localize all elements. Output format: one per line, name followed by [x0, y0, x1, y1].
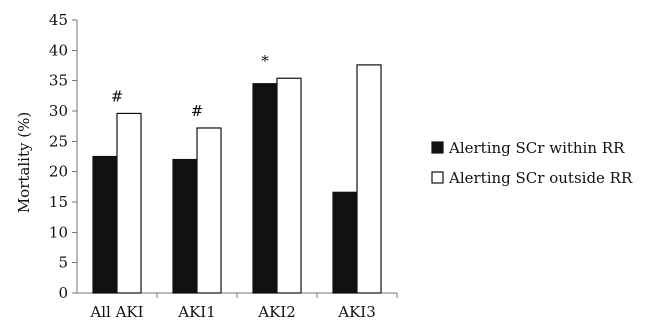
- y-axis-title: Mortality (%): [15, 112, 33, 213]
- significance-annotations: # # *: [111, 52, 270, 120]
- x-category-label: AKI3: [337, 303, 376, 321]
- x-category-label: AKI1: [177, 303, 216, 321]
- x-category-label: All AKI: [89, 303, 143, 321]
- bar-outside-rr-aki2: [276, 77, 302, 294]
- legend-label: Alerting SCr outside RR: [448, 169, 633, 187]
- y-tick-label: 20: [49, 163, 68, 181]
- legend-swatch: [431, 171, 444, 184]
- y-tick-label: 35: [49, 72, 68, 90]
- bar-outside-rr-aki3: [356, 64, 382, 294]
- y-tick-label: 0: [58, 284, 68, 302]
- y-tick-label: 15: [49, 193, 68, 211]
- bar-within-rr-aki3: [332, 191, 358, 294]
- legend: Alerting SCr within RR Alerting SCr outsi…: [431, 139, 633, 187]
- y-tick-label: 45: [49, 11, 68, 29]
- y-tick-label: 30: [49, 102, 68, 120]
- x-category-label: AKI2: [257, 303, 296, 321]
- y-axis-title-group: Mortality (%): [15, 112, 33, 213]
- y-axis-ticks: 0 5 10 15 20 25 30 35 40 45: [49, 11, 77, 302]
- bar-within-rr-aki2: [252, 83, 278, 294]
- bar-outside-rr-all-aki: [116, 112, 142, 294]
- bar-outside-rr-aki1: [196, 127, 222, 294]
- legend-label: Alerting SCr within RR: [448, 139, 625, 157]
- annotation-mark: *: [261, 52, 269, 70]
- y-tick-label: 40: [49, 41, 68, 59]
- bars: [92, 64, 398, 298]
- annotation-mark: #: [191, 102, 204, 120]
- y-tick-label: 5: [58, 254, 68, 272]
- y-tick-label: 25: [49, 132, 68, 150]
- bar-within-rr-aki1: [172, 158, 198, 294]
- bar-within-rr-all-aki: [92, 155, 118, 294]
- y-tick-label: 10: [49, 223, 68, 241]
- legend-swatch: [431, 141, 444, 154]
- x-axis-labels: All AKI AKI1 AKI2 AKI3: [89, 303, 375, 321]
- annotation-mark: #: [111, 87, 124, 105]
